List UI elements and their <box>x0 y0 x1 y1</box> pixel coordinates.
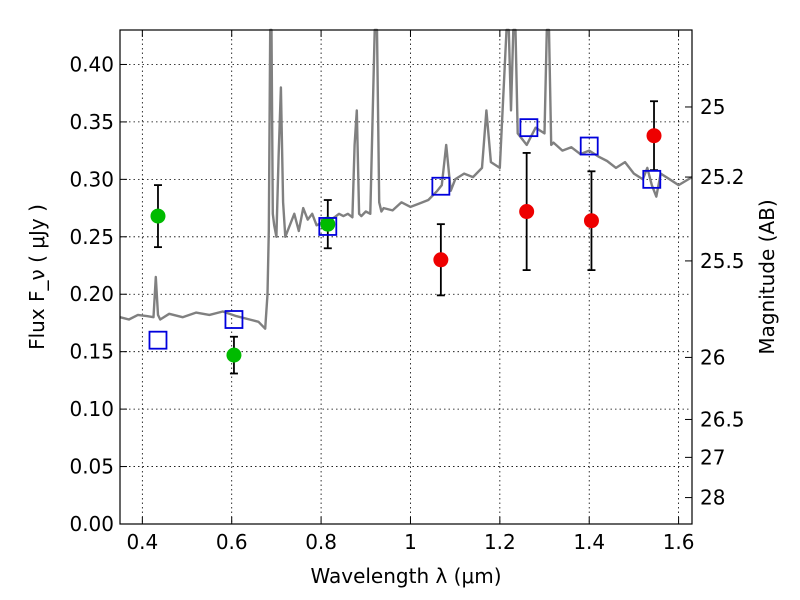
model-photometry-square <box>148 330 168 350</box>
y-tick-label: 0.30 <box>69 167 114 191</box>
y-tick-label: 0.40 <box>69 52 114 76</box>
y2-axis-label: Magnitude (AB) <box>755 199 779 354</box>
model-photometry-square <box>224 310 244 329</box>
model-photometry-square <box>579 136 599 156</box>
green-point <box>226 347 242 363</box>
y-axis-label: Flux F_ν ( μJy ) <box>25 204 49 350</box>
x-axis-label: Wavelength λ (μm) <box>310 564 501 588</box>
x-tick-label: 1.2 <box>484 530 516 554</box>
green-point <box>150 208 166 224</box>
red-point <box>646 128 662 144</box>
y-tick-label: 0.20 <box>69 282 114 306</box>
red-point <box>433 252 449 268</box>
x-tick-label: 1.4 <box>573 530 605 554</box>
y2-tick-label: 25.5 <box>700 249 745 273</box>
y-tick-label: 0.35 <box>69 110 114 134</box>
x-tick-label: 0.4 <box>126 530 158 554</box>
model-photometry-square <box>519 118 539 138</box>
x-tick-label: 1 <box>404 530 417 554</box>
model-photometry-square <box>431 176 451 196</box>
y2-tick-label: 26.5 <box>700 407 745 431</box>
plot-frame <box>119 29 693 525</box>
red-point <box>519 204 535 220</box>
x-tick-label: 1.6 <box>663 530 695 554</box>
y2-tick-label: 27 <box>700 445 725 469</box>
x-tick-label: 0.6 <box>216 530 248 554</box>
model-photometry-square <box>318 217 338 236</box>
grid-layer <box>120 30 692 525</box>
y2-tick-label: 25 <box>700 95 725 119</box>
model-photometry-square <box>642 169 662 189</box>
y-tick-label: 0.00 <box>69 512 114 536</box>
y2-tick-label: 26 <box>700 345 725 369</box>
y2-tick-label: 25.2 <box>700 165 745 189</box>
green-point <box>320 216 336 232</box>
y2-tick-label: 28 <box>700 486 725 510</box>
y-tick-label: 0.05 <box>69 455 114 479</box>
y-tick-label: 0.15 <box>69 340 114 364</box>
red-point <box>583 213 599 229</box>
x-tick-label: 0.8 <box>305 530 337 554</box>
tick-layer: 0.4 0.6 0.8 1 1.2 1.4 1.6 0.00 0.05 0.10 0.15 0.20 0… <box>69 30 745 554</box>
errorbar-layer <box>153 100 659 375</box>
marker-layer <box>148 118 662 363</box>
y-tick-label: 0.10 <box>69 397 114 421</box>
y-tick-label: 0.25 <box>69 225 114 249</box>
